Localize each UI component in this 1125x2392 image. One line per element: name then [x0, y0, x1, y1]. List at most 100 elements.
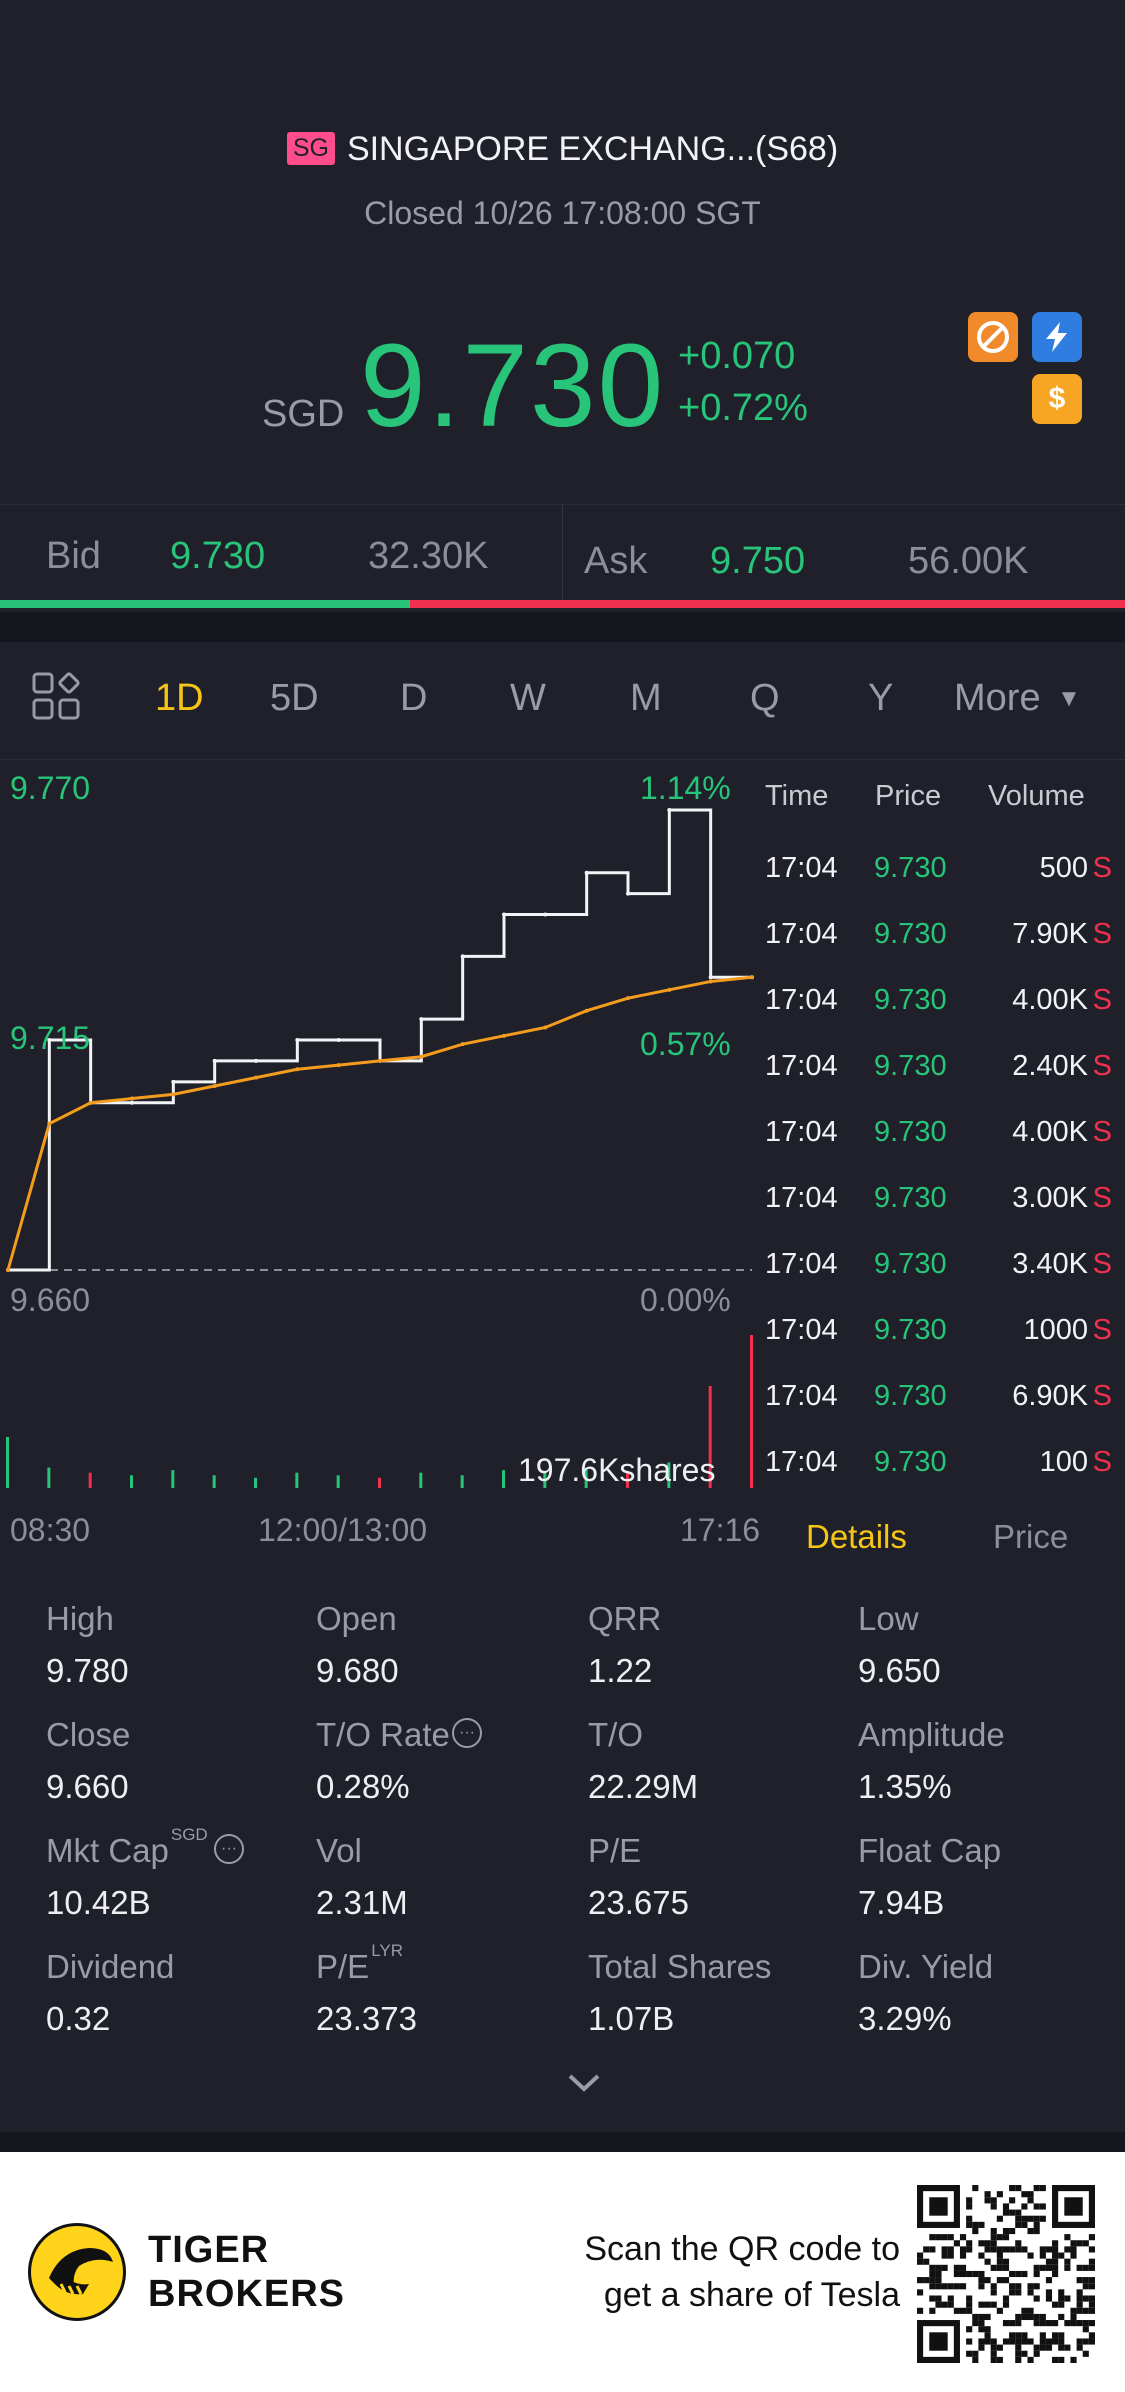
stat-label-text: Float Cap [858, 1832, 1002, 1869]
bid-size: 32.30K [368, 535, 489, 577]
section-separator [0, 612, 1125, 642]
stat-unit: SGD [170, 1825, 208, 1844]
lightning-icon[interactable] [1032, 312, 1082, 362]
tick-price: 9.730 [874, 918, 947, 950]
average-point [88, 1100, 93, 1105]
tick-volume: 4.00K [1012, 984, 1088, 1016]
to-rate-info-icon[interactable]: ··· [452, 1718, 482, 1748]
stock-title: SG SINGAPORE EXCHANG...(S68) [0, 130, 1125, 169]
volume-bar [378, 1477, 381, 1488]
volume-bar [6, 1437, 9, 1488]
stat-label-text: Close [46, 1716, 131, 1753]
tab-y[interactable]: Y [868, 677, 894, 719]
tab-details[interactable]: Details [806, 1518, 907, 1555]
tab-more[interactable]: More ▼ [954, 677, 1081, 720]
average-point [708, 979, 713, 984]
stat-label-text: High [46, 1600, 114, 1637]
price-point [336, 1038, 341, 1042]
tab-d[interactable]: D [400, 677, 428, 719]
average-price-line [6, 975, 753, 1271]
tiger-logo [28, 2223, 126, 2321]
average-point [171, 1092, 176, 1097]
tick-side: S [1092, 1116, 1112, 1148]
chevron-down-icon: ▼ [1057, 685, 1081, 712]
tab-w[interactable]: W [510, 677, 546, 719]
tab-1d[interactable]: 1D [155, 677, 204, 719]
volume-bar [667, 1462, 671, 1488]
stock-name: SINGAPORE EXCHANG...(S68) [346, 130, 839, 168]
tick-price: 9.730 [874, 1446, 947, 1478]
layout-grid-icon[interactable] [32, 672, 82, 725]
stat-label: P/E [588, 1832, 641, 1870]
average-point [6, 1268, 10, 1272]
tick-volume: 1000 [1023, 1314, 1088, 1346]
stat-label-text: P/E [316, 1948, 370, 1985]
stat-label: High [46, 1600, 114, 1638]
volume-bar [88, 1472, 92, 1488]
tick-row: 17:04 9.730 3.00K S [762, 1182, 1112, 1248]
y-axis-mid-pct: 0.57% [640, 1026, 731, 1062]
average-point [47, 1121, 52, 1126]
tick-time: 17:04 [765, 1116, 838, 1148]
tick-price: 9.730 [874, 1050, 947, 1082]
tick-time: 17:04 [765, 1182, 838, 1214]
qr-code [917, 2185, 1095, 2363]
stat-value: 1.35% [858, 1768, 952, 1805]
stat-value: 1.22 [588, 1652, 653, 1689]
tab-m[interactable]: M [630, 677, 662, 719]
stat-value: 1.07B [588, 2000, 675, 2037]
y-axis-base-label: 9.660 [10, 1282, 91, 1318]
y-axis-top-pct: 1.14% [640, 770, 731, 806]
change-percent: +0.72% [678, 387, 808, 429]
tick-row: 17:04 9.730 100 S [762, 1446, 1112, 1512]
expand-chevron-icon[interactable] [566, 2072, 602, 2099]
tick-time: 17:04 [765, 918, 838, 950]
average-point [626, 996, 630, 1001]
average-point [212, 1084, 217, 1088]
stat-label: Mkt Cap SGD [46, 1825, 208, 1870]
tick-volume: 3.00K [1012, 1182, 1088, 1214]
tick-volume: 2.40K [1012, 1050, 1088, 1082]
tab-5d[interactable]: 5D [270, 677, 319, 719]
tick-side: S [1092, 1050, 1112, 1082]
tick-volume: 100 [1039, 1446, 1088, 1478]
tick-volume: 6.90K [1012, 1380, 1088, 1412]
tick-price: 9.730 [874, 984, 947, 1016]
promo-text-line-2: get a share of Tesla [603, 2276, 900, 2314]
stat-label-text: P/E [588, 1832, 642, 1869]
average-point [254, 1075, 258, 1080]
average-point [667, 987, 672, 992]
mkt-cap-info-icon[interactable]: ··· [214, 1834, 244, 1864]
stat-value: 2.31M [316, 1884, 408, 1921]
average-point [543, 1025, 548, 1030]
average-point [460, 1042, 465, 1047]
intraday-chart[interactable] [0, 760, 760, 1510]
stat-label-text: Amplitude [858, 1716, 1005, 1753]
stat-label: QRR [588, 1600, 661, 1638]
stat-label-text: Mkt Cap [46, 1832, 169, 1869]
promo-text-line-1: Scan the QR code to [584, 2230, 900, 2268]
market-status: Closed 10/26 17:08:00 SGT [364, 195, 761, 231]
price-line [8, 808, 752, 1272]
tick-side: S [1092, 852, 1112, 884]
dollar-icon[interactable]: $ [1032, 374, 1082, 424]
tick-price: 9.730 [874, 852, 947, 884]
average-point [130, 1096, 134, 1101]
tick-row: 17:04 9.730 4.00K S [762, 1116, 1112, 1182]
stat-value: 3.29% [858, 2000, 952, 2037]
ask-size: 56.00K [908, 540, 1029, 582]
bid-ratio-bar [0, 600, 410, 608]
brand-line-1: TIGER [148, 2229, 270, 2271]
average-point [295, 1067, 300, 1072]
footer-separator [0, 2132, 1125, 2152]
no-short-icon[interactable] [968, 312, 1018, 362]
stat-label: T/O [588, 1716, 643, 1754]
tab-price-distribution[interactable]: Price [993, 1518, 1069, 1555]
tab-q[interactable]: Q [750, 677, 780, 719]
tick-row: 17:04 9.730 4.00K S [762, 984, 1112, 1050]
x-axis-end: 17:16 [680, 1512, 761, 1548]
ticks-header-price: Price [875, 780, 942, 812]
stat-label-text: QRR [588, 1600, 662, 1637]
average-point [502, 1033, 506, 1038]
stat-value: 9.660 [46, 1768, 129, 1805]
